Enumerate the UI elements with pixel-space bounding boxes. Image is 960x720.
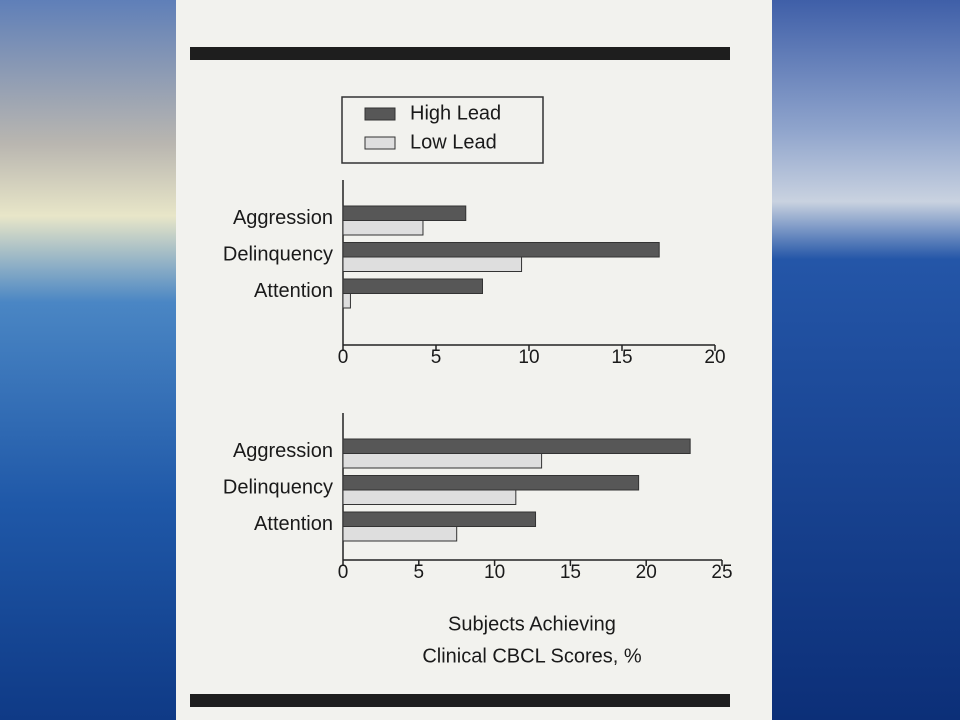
- category-label: Delinquency: [223, 243, 333, 265]
- legend-label: High Lead: [410, 102, 501, 124]
- category-label: Attention: [254, 280, 333, 302]
- bar: [342, 205, 467, 221]
- bar: [342, 489, 517, 505]
- category-label: Aggression: [233, 440, 333, 462]
- bar: [342, 278, 483, 294]
- x-tick-label: 5: [414, 562, 425, 583]
- x-tick-label: 15: [611, 347, 632, 368]
- x-tick-label: 25: [711, 562, 732, 583]
- category-label: Delinquency: [223, 476, 333, 498]
- bar: [342, 453, 543, 469]
- rule-top: [190, 47, 730, 60]
- bar: [342, 526, 458, 542]
- bar: [342, 242, 660, 258]
- x-tick-label: 0: [338, 562, 349, 583]
- rule-bottom: [190, 694, 730, 707]
- legend-label: Low Lead: [410, 131, 497, 153]
- x-axis-label: Subjects Achieving: [448, 613, 616, 635]
- x-tick-label: 20: [636, 562, 657, 583]
- bar: [342, 511, 537, 527]
- background-left: [0, 0, 176, 720]
- x-tick-label: 15: [560, 562, 581, 583]
- category-label: Attention: [254, 513, 333, 535]
- bar: [342, 438, 691, 454]
- x-tick-label: 10: [518, 347, 539, 368]
- bar: [342, 256, 523, 272]
- x-tick-label: 0: [338, 347, 349, 368]
- bar: [342, 220, 424, 236]
- bar: [342, 293, 351, 309]
- x-tick-label: 5: [431, 347, 442, 368]
- x-tick-label: 10: [484, 562, 505, 583]
- bar: [342, 475, 640, 491]
- legend-swatch: [364, 107, 396, 121]
- background-right: [772, 0, 960, 720]
- x-axis-label: Clinical CBCL Scores, %: [422, 645, 642, 667]
- x-tick-label: 20: [704, 347, 725, 368]
- legend-swatch: [364, 136, 396, 150]
- category-label: Aggression: [233, 207, 333, 229]
